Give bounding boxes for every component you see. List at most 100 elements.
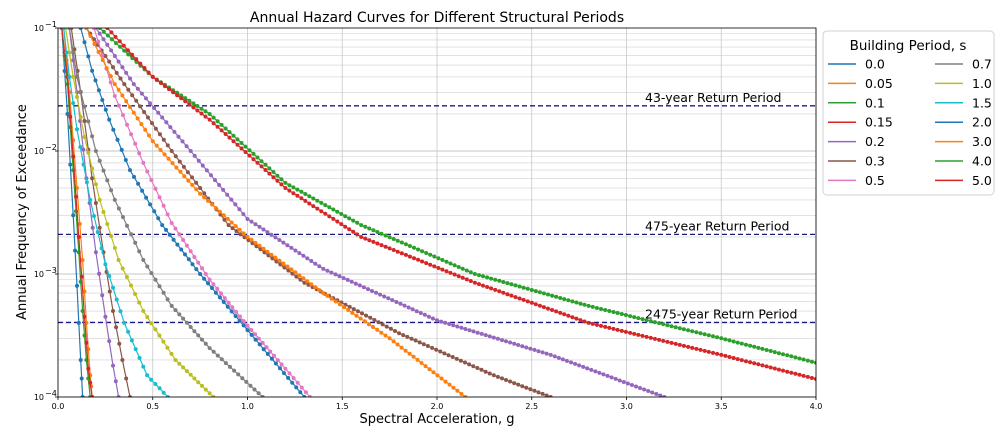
- curve-period-4-0-point: [611, 310, 616, 314]
- curve-period-0-15-point: [86, 366, 91, 371]
- curve-period-5-0-point: [456, 274, 461, 279]
- curve-period-5-0-point: [731, 356, 736, 360]
- curve-period-5-0-point: [785, 369, 790, 374]
- curve-period-4-0-point: [243, 144, 248, 149]
- curve-period-5-0-point: [125, 48, 130, 53]
- curve-period-4-0-point: [251, 151, 256, 156]
- curve-period-5-0-point: [295, 193, 300, 198]
- curve-period-4-0-point: [603, 308, 608, 312]
- curve-period-5-0-point: [347, 227, 352, 232]
- curve-unlabeled-1-point: [190, 175, 194, 180]
- curve-period-2-0-point: [78, 28, 83, 30]
- curve-period-3-0-point: [379, 330, 384, 335]
- curve-period-4-0-point: [686, 328, 691, 333]
- x-tick-label: 3.0: [620, 402, 633, 411]
- curve-period-0-7-point: [260, 395, 265, 397]
- curve-period-5-0-point: [574, 316, 579, 321]
- curve-unlabeled-1-point: [169, 149, 174, 153]
- curve-period-1-5-point: [149, 377, 154, 382]
- curve-unlabeled-1-point: [442, 351, 447, 356]
- curve-period-2-0-point: [164, 227, 168, 232]
- curve-period-5-0-point: [694, 346, 699, 351]
- curve-period-5-0-point: [789, 370, 794, 375]
- curve-period-5-0-point: [307, 201, 312, 206]
- curve-period-4-0-point: [550, 293, 555, 298]
- curve-period-1-0-point: [133, 292, 138, 296]
- curve-period-1-0-point: [90, 166, 95, 171]
- curve-unlabeled-0-point: [353, 281, 358, 286]
- curve-period-4-0-point: [781, 352, 785, 357]
- curve-unlabeled-0-point: [357, 283, 362, 288]
- curve-period-5-0-point: [537, 303, 542, 308]
- curve-period-1-5-point: [111, 285, 115, 290]
- curve-period-0-5-point: [260, 340, 265, 345]
- curve-period-5-0-point: [416, 257, 421, 262]
- curve-period-4-0-point: [432, 254, 437, 259]
- curve-period-0-2-point: [93, 250, 98, 255]
- curve-period-2-0-point: [186, 257, 191, 262]
- curve-period-0-5-point: [249, 328, 254, 332]
- curve-period-2-0-point: [179, 247, 184, 252]
- curve-period-4-0-point: [231, 133, 236, 138]
- curve-period-4-0-point: [468, 270, 473, 275]
- curve-unlabeled-0-point: [144, 96, 148, 101]
- curve-period-0-5-point: [184, 243, 189, 248]
- curve-period-0-5-point: [137, 151, 142, 156]
- curve-period-4-0-point: [195, 104, 200, 108]
- curve-period-5-0-point: [291, 191, 296, 196]
- curve-period-5-0-point: [525, 299, 530, 304]
- curve-period-2-0-point: [156, 216, 161, 221]
- curve-period-0-5-point: [116, 103, 121, 108]
- curve-unlabeled-0-point: [564, 358, 569, 363]
- curve-unlabeled-0-point: [160, 115, 165, 120]
- curve-period-4-0-point: [628, 314, 633, 319]
- curve-unlabeled-1-point: [122, 82, 127, 87]
- curve-unlabeled-1-point: [153, 126, 158, 131]
- curve-period-3-0-point: [281, 261, 286, 266]
- curve-period-3-0-point: [391, 339, 396, 344]
- curve-period-0-5-point: [279, 362, 284, 367]
- curve-period-5-0-point: [558, 310, 563, 315]
- curve-period-4-0-point: [424, 251, 429, 255]
- curve-period-4-0-point: [665, 323, 670, 328]
- curve-period-3-0-point: [317, 288, 322, 293]
- curve-period-3-0-point: [221, 213, 226, 218]
- curve-unlabeled-0-point: [265, 230, 270, 235]
- curve-period-1-5-point: [107, 274, 112, 278]
- curve-period-2-0-point: [107, 117, 112, 122]
- curve-period-4-0-point: [97, 28, 102, 30]
- curve-period-5-0-point: [167, 87, 171, 92]
- curve-period-5-0-point: [764, 364, 769, 369]
- curve-unlabeled-1-point: [372, 318, 377, 322]
- curve-period-4-0-point: [179, 93, 184, 98]
- curve-period-2-0-point: [221, 300, 226, 304]
- curve-period-1-0-point: [109, 234, 114, 238]
- curve-period-4-0-point: [594, 306, 599, 310]
- curve-period-3-0: [84, 28, 468, 397]
- curve-unlabeled-0-point: [455, 324, 460, 329]
- curve-unlabeled-0-point: [168, 125, 173, 130]
- curve-period-0-5-point: [192, 255, 197, 259]
- curve-unlabeled-0-point: [495, 336, 500, 341]
- curve-period-5-0-point: [203, 114, 208, 119]
- curve-period-3-0-point: [337, 302, 342, 307]
- x-tick-label: 2.5: [525, 402, 538, 411]
- curve-period-0-5-point: [219, 291, 223, 296]
- curve-period-4-0-point: [505, 281, 510, 286]
- curve-unlabeled-1-point: [524, 385, 529, 390]
- curve-period-0-5-point: [253, 332, 258, 337]
- curve-period-1-0-point: [181, 365, 186, 370]
- curve-unlabeled-0-point: [124, 70, 129, 75]
- curve-period-5-0-point: [611, 326, 616, 331]
- curve-unlabeled-0-point: [601, 372, 606, 377]
- curve-unlabeled-1-point: [458, 358, 463, 363]
- curve-period-4-0-point: [367, 226, 372, 231]
- curve-period-0-3-point: [117, 341, 122, 346]
- curve-period-4-0-point: [574, 300, 579, 305]
- curve-period-4-0-point: [640, 317, 645, 322]
- curve-period-5-0-point: [554, 309, 559, 314]
- curve-unlabeled-1-point: [355, 309, 360, 314]
- curve-period-4-0-point: [235, 137, 240, 142]
- curve-period-4-0-point: [739, 341, 744, 346]
- curve-period-3-0-point: [395, 342, 400, 347]
